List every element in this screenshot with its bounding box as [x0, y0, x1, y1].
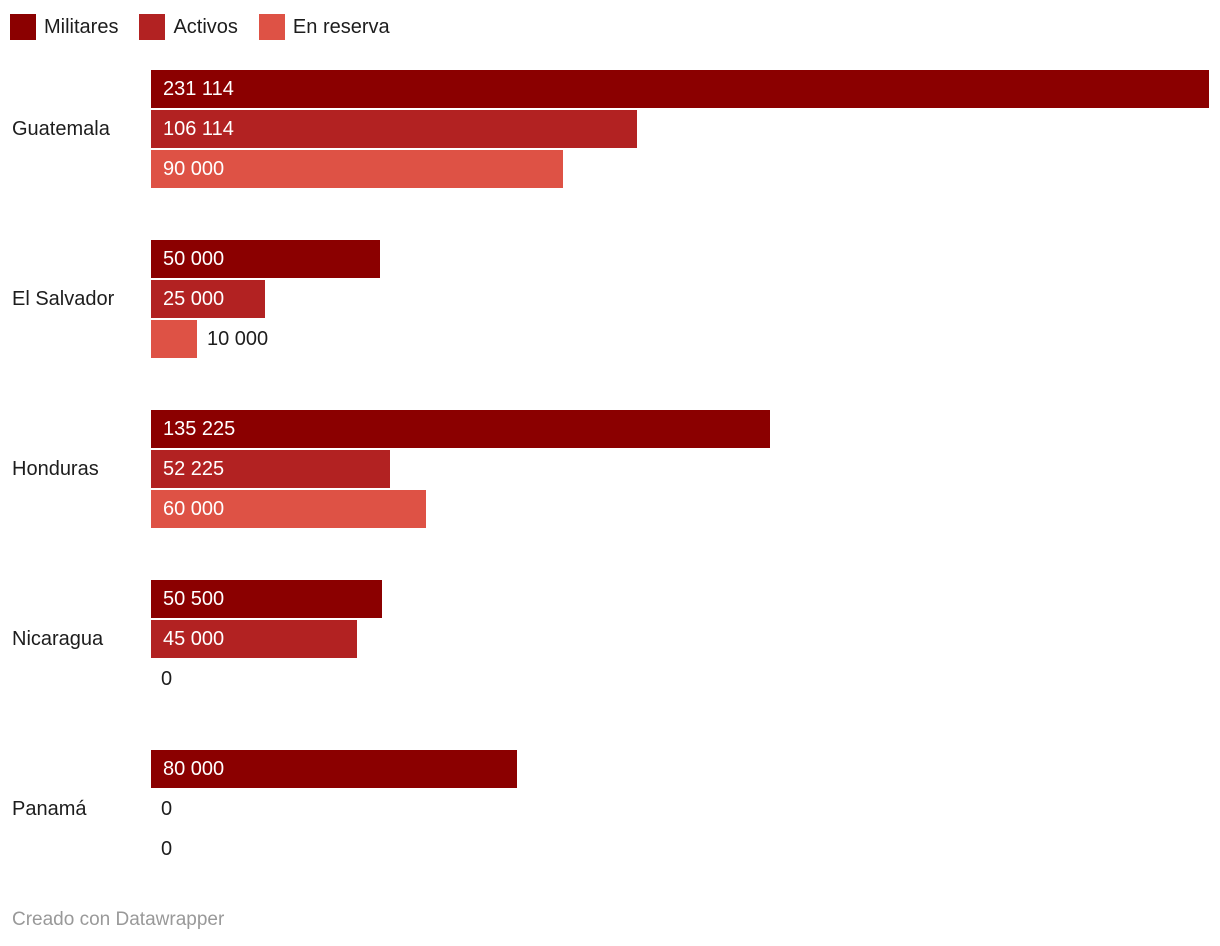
- bar-row-militares: 231 114: [151, 70, 1209, 108]
- bar-militares[interactable]: 50 000: [151, 240, 380, 278]
- bar-militares[interactable]: 50 500: [151, 580, 382, 618]
- bar-value-label: 50 000: [163, 247, 225, 270]
- bar-militares[interactable]: 231 114: [151, 70, 1209, 108]
- bar-en-reserva[interactable]: [151, 320, 197, 358]
- bar-row-activos: 0: [151, 790, 1209, 828]
- bar-value-label: 0: [161, 837, 173, 860]
- bar-value-label: 0: [161, 667, 173, 690]
- bar-value-label: 106 114: [163, 117, 234, 140]
- bar-group-guatemala: Guatemala 231 114 106 114 90 000: [0, 70, 1220, 188]
- bar-row-activos: 106 114: [151, 110, 1209, 148]
- bar-value-label: 25 000: [163, 287, 225, 310]
- bar-row-militares: 135 225: [151, 410, 1209, 448]
- bars-area: 50 000 25 000 10 000: [151, 240, 1209, 358]
- category-label: Panamá: [12, 797, 87, 820]
- bar-value-label: 231 114: [163, 77, 234, 100]
- bar-row-activos: 25 000: [151, 280, 1209, 318]
- bar-value-label: 135 225: [163, 417, 236, 440]
- bars-area: 135 225 52 225 60 000: [151, 410, 1209, 528]
- legend-label: En reserva: [292, 15, 390, 38]
- bar-en-reserva[interactable]: 90 000: [151, 150, 563, 188]
- datawrapper-credit-link[interactable]: Creado con Datawrapper: [12, 909, 225, 930]
- bar-value-label: 0: [161, 797, 173, 820]
- bar-value-label: 90 000: [163, 157, 225, 180]
- bar-row-activos: 45 000: [151, 620, 1209, 658]
- bar-value-label: 52 225: [163, 457, 225, 480]
- bar-row-militares: 80 000: [151, 750, 1209, 788]
- bar-militares[interactable]: 135 225: [151, 410, 770, 448]
- bar-activos[interactable]: 25 000: [151, 280, 265, 318]
- bar-value-label: 60 000: [163, 497, 225, 520]
- bar-row-en-reserva: 10 000: [151, 320, 1209, 358]
- bar-value-label: 80 000: [163, 757, 225, 780]
- bar-activos[interactable]: 52 225: [151, 450, 390, 488]
- bar-group-nicaragua: Nicaragua 50 500 45 000 0: [0, 580, 1220, 698]
- category-label: El Salvador: [12, 287, 115, 310]
- bar-chart: Guatemala 231 114 106 114 90 000 El Salvador…: [0, 70, 1220, 868]
- legend-swatch-icon: [10, 14, 36, 40]
- legend-item-en-reserva: En reserva: [258, 14, 390, 40]
- bar-militares[interactable]: 80 000: [151, 750, 517, 788]
- bar-group-el-salvador: El Salvador 50 000 25 000 10 000: [0, 240, 1220, 358]
- category-label: Honduras: [12, 457, 99, 480]
- footer: Creado con Datawrapper: [12, 909, 1220, 931]
- bar-value-label: 50 500: [163, 587, 225, 610]
- bar-row-militares: 50 000: [151, 240, 1209, 278]
- legend-item-militares: Militares: [10, 14, 118, 40]
- legend-item-activos: Activos: [139, 14, 238, 40]
- bar-activos[interactable]: 45 000: [151, 620, 357, 658]
- bars-area: 50 500 45 000 0: [151, 580, 1209, 698]
- bars-area: 80 000 0 0: [151, 750, 1209, 868]
- bar-en-reserva[interactable]: 60 000: [151, 490, 426, 528]
- bar-row-en-reserva: 60 000: [151, 490, 1209, 528]
- category-label: Guatemala: [12, 117, 110, 140]
- bar-row-en-reserva: 0: [151, 830, 1209, 868]
- bar-value-label: 45 000: [163, 627, 225, 650]
- bars-area: 231 114 106 114 90 000: [151, 70, 1209, 188]
- bar-row-en-reserva: 0: [151, 660, 1209, 698]
- legend-label: Activos: [173, 15, 238, 38]
- legend-label: Militares: [44, 15, 119, 38]
- legend-swatch-icon: [258, 14, 285, 40]
- bar-group-panamá: Panamá 80 000 0 0: [0, 750, 1220, 868]
- bar-value-label: 10 000: [207, 327, 269, 350]
- bar-row-activos: 52 225: [151, 450, 1209, 488]
- legend: Militares Activos En reserva: [10, 14, 1220, 40]
- legend-swatch-icon: [139, 14, 166, 40]
- bar-row-militares: 50 500: [151, 580, 1209, 618]
- bar-group-honduras: Honduras 135 225 52 225 60 000: [0, 410, 1220, 528]
- category-label: Nicaragua: [12, 627, 104, 650]
- bar-row-en-reserva: 90 000: [151, 150, 1209, 188]
- bar-activos[interactable]: 106 114: [151, 110, 637, 148]
